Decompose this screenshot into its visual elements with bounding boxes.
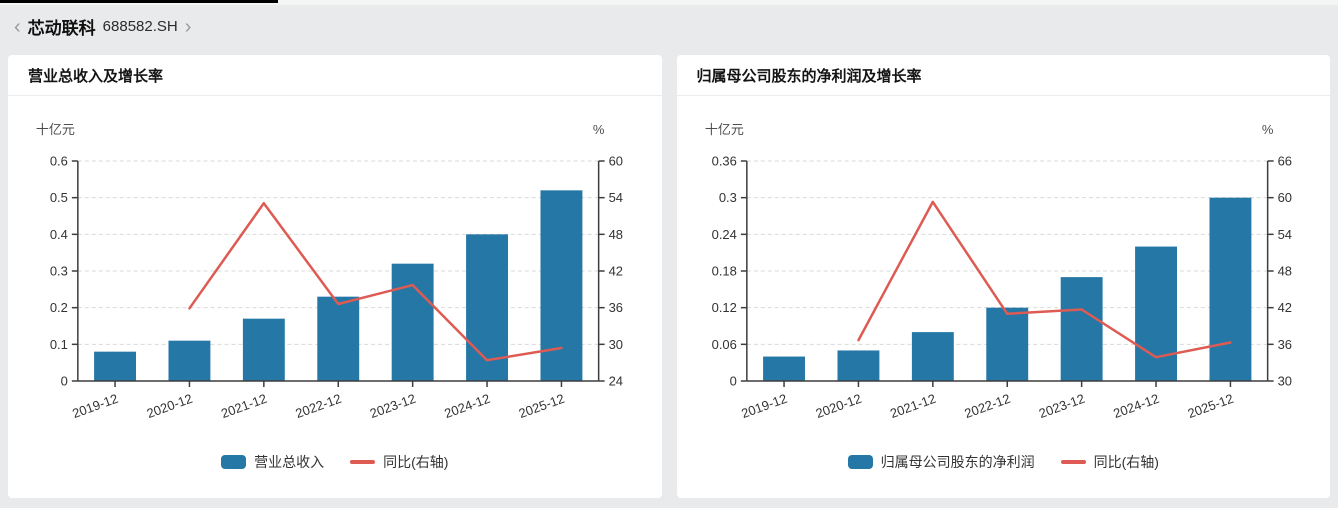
svg-text:0.12: 0.12 [711, 300, 736, 315]
svg-text:2020-12: 2020-12 [813, 391, 863, 421]
svg-text:0.36: 0.36 [711, 153, 736, 168]
revenue-chart-title: 营业总收入及增长率 [8, 55, 662, 96]
svg-text:十亿元: 十亿元 [704, 122, 743, 137]
net-profit-chart-body: 0 30 0.06 36 0.12 42 0.18 48 0.24 54 0.3 60 0.36 66 20… [677, 96, 1331, 472]
svg-text:0: 0 [729, 373, 736, 388]
svg-text:2025-12: 2025-12 [1185, 391, 1235, 421]
svg-text:0.5: 0.5 [50, 190, 68, 205]
svg-text:60: 60 [609, 153, 623, 168]
svg-text:0.4: 0.4 [50, 227, 68, 242]
legend-label: 营业总收入 [254, 454, 325, 470]
revenue-chart-body: 0 24 0.1 30 0.2 36 0.3 42 0.4 48 0.5 54 0.6 60 2019-12… [8, 96, 662, 472]
svg-text:%: % [1261, 122, 1273, 137]
revenue-chart-legend: 营业总收入 同比(右轴) [8, 452, 662, 472]
svg-text:2024-12: 2024-12 [1111, 391, 1161, 421]
legend-item-revenue[interactable]: 营业总收入 [221, 452, 324, 472]
svg-text:48: 48 [609, 227, 623, 242]
svg-text:%: % [593, 122, 605, 137]
legend-label: 归属母公司股东的净利润 [880, 454, 1035, 470]
svg-text:2021-12: 2021-12 [888, 391, 938, 421]
progress-bar [0, 0, 278, 3]
charts-row: 营业总收入及增长率 0 24 0.1 30 0.2 36 0.3 42 0.4 48 0.5 54 0.… [8, 55, 1330, 498]
line-series-legend-marker [350, 460, 376, 464]
back-chevron-icon[interactable]: ‹ [14, 15, 21, 38]
svg-text:0.6: 0.6 [50, 153, 68, 168]
net-profit-chart-legend: 归属母公司股东的净利润 同比(右轴) [677, 452, 1331, 472]
svg-text:2025-12: 2025-12 [517, 391, 567, 421]
svg-text:0.3: 0.3 [718, 190, 736, 205]
svg-text:2021-12: 2021-12 [219, 391, 269, 421]
svg-text:0.18: 0.18 [711, 263, 736, 278]
svg-text:0.1: 0.1 [50, 337, 68, 352]
legend-item-yoy[interactable]: 同比(右轴) [1060, 452, 1159, 472]
svg-text:0.3: 0.3 [50, 263, 68, 278]
line-series-legend-marker [1060, 460, 1086, 464]
breadcrumb: ‹ 芯动联科 688582.SH › [14, 14, 191, 39]
stock-name: 芯动联科 [27, 19, 96, 38]
svg-text:2023-12: 2023-12 [1036, 391, 1086, 421]
legend-label: 同比(右轴) [383, 454, 449, 470]
svg-text:66: 66 [1277, 153, 1291, 168]
svg-text:36: 36 [1277, 337, 1291, 352]
svg-text:2024-12: 2024-12 [442, 391, 492, 421]
svg-text:30: 30 [609, 337, 623, 352]
net-profit-chart-title: 归属母公司股东的净利润及增长率 [676, 55, 1330, 96]
svg-text:0.24: 0.24 [711, 227, 736, 242]
svg-text:2023-12: 2023-12 [368, 391, 418, 421]
legend-item-net-profit[interactable]: 归属母公司股东的净利润 [847, 452, 1035, 472]
svg-text:0.2: 0.2 [50, 300, 68, 315]
svg-text:48: 48 [1277, 263, 1291, 278]
svg-text:36: 36 [609, 300, 623, 315]
net-profit-chart: 0 30 0.06 36 0.12 42 0.18 48 0.24 54 0.3 60 0.36 66 20… [704, 122, 1291, 421]
svg-text:0: 0 [61, 373, 68, 388]
svg-text:42: 42 [1277, 300, 1291, 315]
svg-text:54: 54 [1277, 227, 1291, 242]
svg-text:30: 30 [1277, 373, 1291, 388]
svg-text:42: 42 [609, 263, 623, 278]
svg-text:2019-12: 2019-12 [739, 391, 789, 421]
svg-text:2022-12: 2022-12 [962, 391, 1012, 421]
svg-text:54: 54 [609, 190, 623, 205]
forward-chevron-icon[interactable]: › [184, 15, 192, 38]
net-profit-chart-card: 归属母公司股东的净利润及增长率 0 30 0.06 36 0.12 42 0.18 48 0.2… [676, 55, 1331, 498]
svg-text:60: 60 [1277, 190, 1291, 205]
svg-text:2019-12: 2019-12 [70, 391, 120, 421]
bar-series-legend-marker [847, 455, 873, 469]
svg-text:0.06: 0.06 [711, 337, 736, 352]
revenue-chart: 0 24 0.1 30 0.2 36 0.3 42 0.4 48 0.5 54 0.6 60 2019-12… [36, 122, 623, 421]
legend-label: 同比(右轴) [1093, 454, 1159, 470]
svg-text:十亿元: 十亿元 [36, 122, 75, 137]
svg-text:24: 24 [609, 373, 623, 388]
stock-code: 688582.SH [102, 18, 178, 35]
svg-text:2020-12: 2020-12 [145, 391, 195, 421]
bar-series-legend-marker [221, 455, 247, 469]
revenue-chart-card: 营业总收入及增长率 0 24 0.1 30 0.2 36 0.3 42 0.4 48 0.5 54 0.… [8, 55, 662, 498]
svg-text:2022-12: 2022-12 [293, 391, 343, 421]
legend-item-yoy[interactable]: 同比(右轴) [350, 452, 448, 472]
top-strip [0, 0, 1338, 5]
